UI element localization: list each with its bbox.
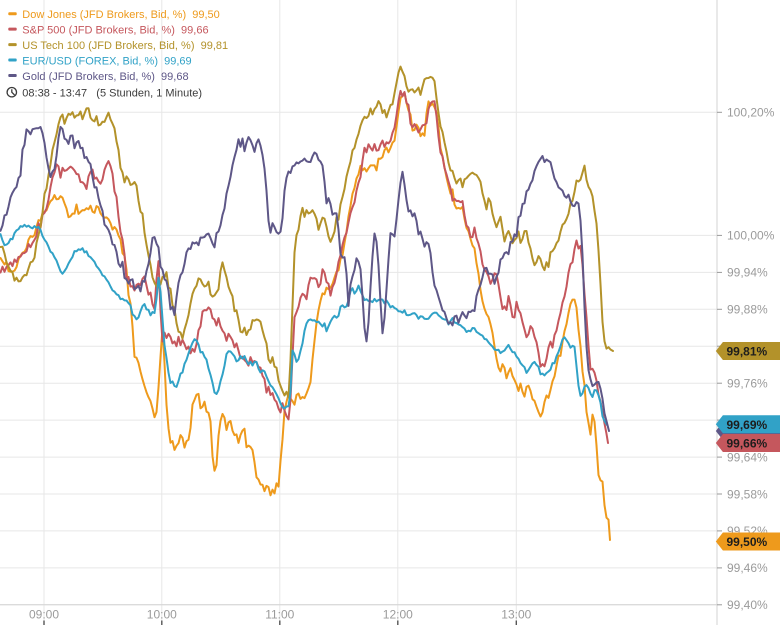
svg-text:99,64%: 99,64% <box>727 450 768 464</box>
svg-text:100,20%: 100,20% <box>727 106 775 120</box>
svg-text:99,76%: 99,76% <box>727 377 768 391</box>
svg-text:99,69%: 99,69% <box>727 418 768 432</box>
svg-text:12:00: 12:00 <box>383 608 413 622</box>
svg-text:US Tech 100 (JFD Brokers, Bid,: US Tech 100 (JFD Brokers, Bid, %) 99,81 <box>22 40 228 52</box>
svg-text:08:38 - 13:47 (5 Stunden, 1: 08:38 - 13:47 (5 Stunden, 1 Minute) <box>22 88 202 100</box>
svg-text:99,66%: 99,66% <box>727 437 768 451</box>
svg-text:Gold (JFD Brokers, Bid, %) 99: Gold (JFD Brokers, Bid, %) 99,68 <box>22 71 188 83</box>
svg-text:99,81%: 99,81% <box>727 345 768 359</box>
svg-text:99,94%: 99,94% <box>727 266 768 280</box>
svg-text:99,50%: 99,50% <box>727 535 768 549</box>
svg-text:99,58%: 99,58% <box>727 487 768 501</box>
svg-text:10:00: 10:00 <box>147 608 177 622</box>
svg-text:S&P 500 (JFD Brokers, Bid, %): S&P 500 (JFD Brokers, Bid, %) 99,66 <box>22 24 208 36</box>
svg-text:EUR/USD (FOREX, Bid, %) 99,69: EUR/USD (FOREX, Bid, %) 99,69 <box>22 55 191 67</box>
svg-text:99,46%: 99,46% <box>727 561 768 575</box>
svg-text:100,00%: 100,00% <box>727 229 775 243</box>
svg-text:99,88%: 99,88% <box>727 303 768 317</box>
svg-text:11:00: 11:00 <box>265 608 294 622</box>
svg-text:13:00: 13:00 <box>501 608 531 622</box>
svg-text:99,40%: 99,40% <box>727 598 768 612</box>
svg-text:09:00: 09:00 <box>29 608 59 622</box>
svg-text:Dow Jones (JFD Brokers, Bid, %: Dow Jones (JFD Brokers, Bid, %) 99,50 <box>22 9 219 21</box>
